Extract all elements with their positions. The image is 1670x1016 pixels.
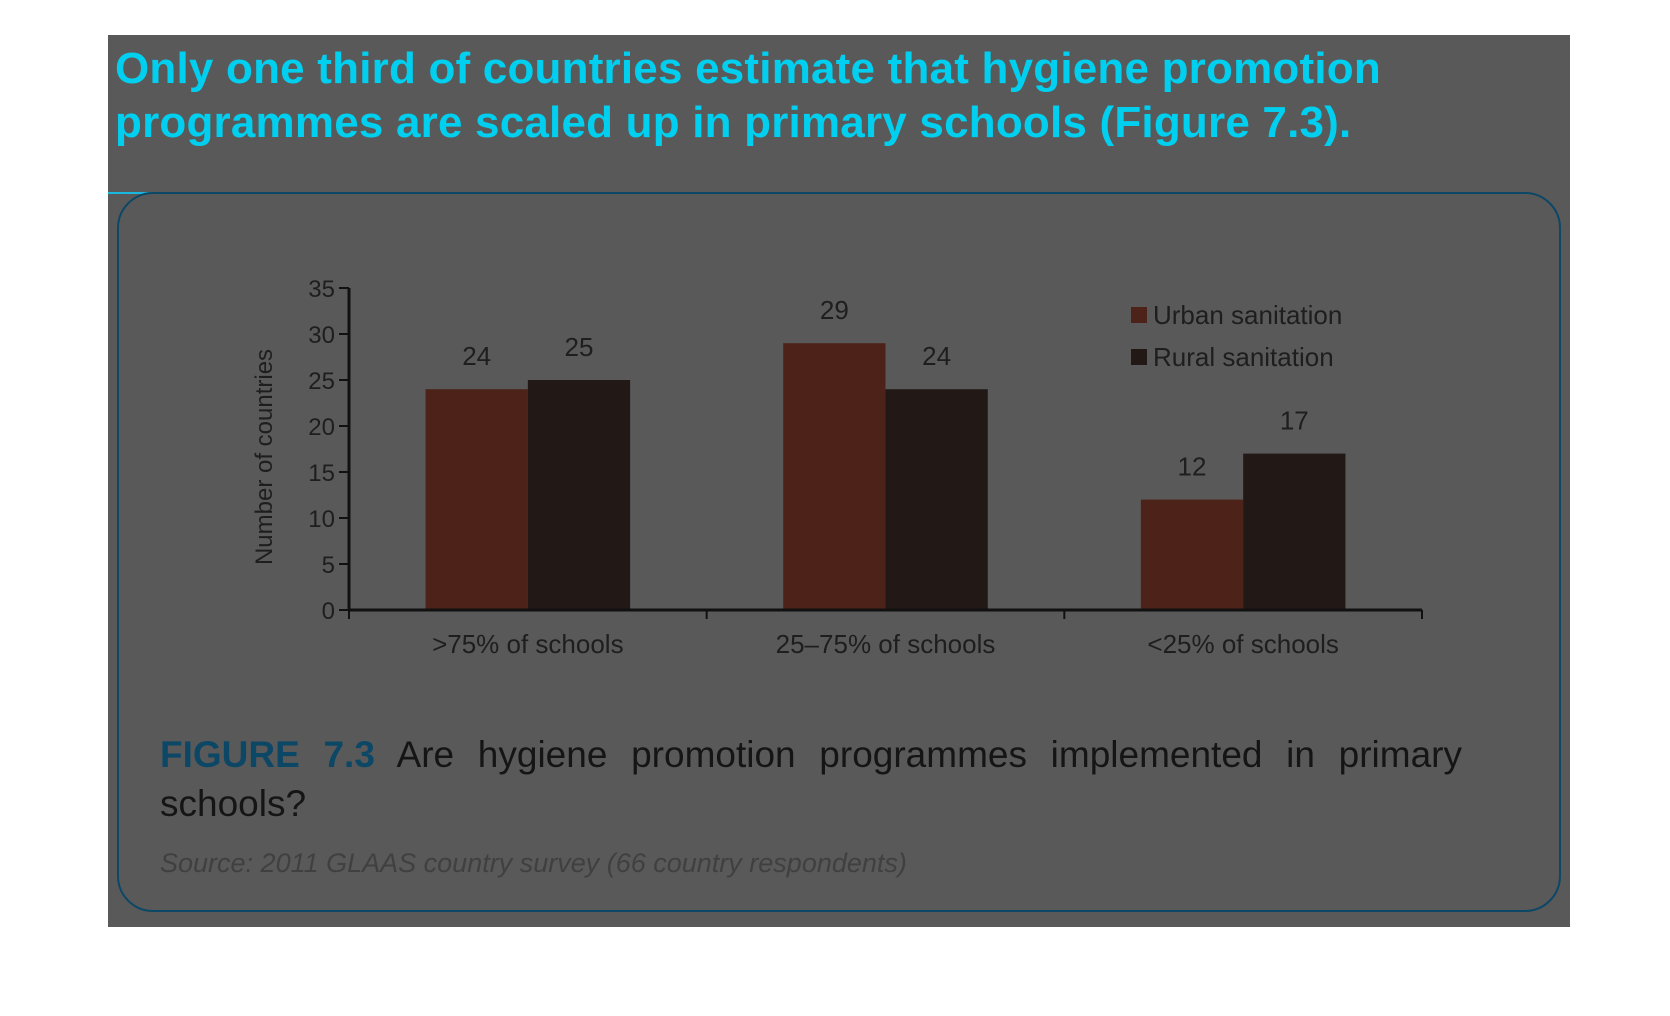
y-tick-label: 25 [308, 368, 335, 395]
y-axis-label: Number of countries [251, 349, 278, 565]
legend-label: Urban sanitation [1153, 300, 1342, 330]
legend-label: Rural sanitation [1153, 342, 1334, 372]
figure-box [117, 192, 1561, 912]
data-label: 24 [922, 341, 951, 371]
data-label: 17 [1280, 406, 1309, 436]
bar-rural [1243, 453, 1346, 610]
data-label: 24 [462, 341, 491, 371]
figure-caption-text: Are hygiene promotion programmes impleme… [160, 734, 1462, 824]
x-category-label: 25–75% of schools [776, 629, 996, 659]
legend-swatch-urban [1131, 307, 1147, 323]
y-tick-label: 10 [308, 506, 335, 533]
headline: Only one third of countries estimate tha… [115, 44, 1381, 147]
data-label: 25 [565, 332, 594, 362]
y-tick-label: 0 [322, 598, 335, 625]
y-tick-label: 30 [308, 322, 335, 349]
legend-swatch-rural [1131, 349, 1147, 365]
bar-rural [527, 380, 631, 610]
bar-urban [1140, 499, 1244, 610]
y-tick-label: 20 [308, 414, 335, 441]
x-category-label: >75% of schools [432, 629, 624, 659]
x-category-label: <25% of schools [1147, 629, 1339, 659]
figure-caption: FIGURE 7.3 Are hygiene promotion program… [160, 730, 1462, 828]
figure-source: Source: 2011 GLAAS country survey (66 co… [160, 848, 907, 878]
data-label: 12 [1178, 452, 1207, 482]
data-label: 29 [820, 295, 849, 325]
bar-urban [425, 389, 528, 610]
y-tick-label: 5 [322, 552, 335, 579]
y-tick-label: 35 [308, 276, 335, 303]
bar-urban [783, 343, 886, 610]
bar-rural [885, 389, 988, 610]
figure-number: FIGURE 7.3 [160, 734, 375, 775]
y-tick-label: 15 [308, 460, 335, 487]
bar-chart: 0 5 10 15 20 25 30 35 Number of countries 24 25 >75… [251, 276, 1423, 659]
